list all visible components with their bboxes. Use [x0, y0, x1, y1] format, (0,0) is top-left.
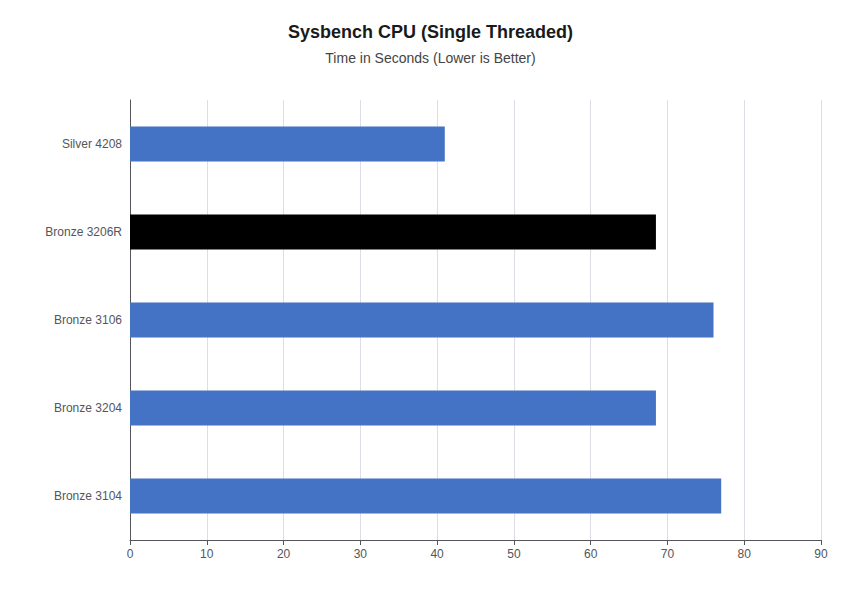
svg-text:80: 80 — [738, 547, 752, 561]
svg-text:0: 0 — [127, 547, 134, 561]
svg-text:90: 90 — [814, 547, 828, 561]
svg-text:40: 40 — [430, 547, 444, 561]
svg-text:70: 70 — [661, 547, 675, 561]
svg-text:Bronze 3104: Bronze 3104 — [54, 489, 122, 503]
svg-text:30: 30 — [354, 547, 368, 561]
svg-text:Bronze 3206R: Bronze 3206R — [45, 225, 122, 239]
svg-text:Bronze 3106: Bronze 3106 — [54, 313, 122, 327]
svg-text:50: 50 — [507, 547, 521, 561]
svg-text:Bronze 3204: Bronze 3204 — [54, 401, 122, 415]
svg-text:Time in Seconds (Lower is Bett: Time in Seconds (Lower is Better) — [325, 50, 535, 66]
svg-text:Sysbench CPU (Single Threaded): Sysbench CPU (Single Threaded) — [288, 22, 573, 42]
svg-text:Silver 4208: Silver 4208 — [62, 137, 122, 151]
svg-text:10: 10 — [200, 547, 214, 561]
svg-text:20: 20 — [277, 547, 291, 561]
svg-text:60: 60 — [584, 547, 598, 561]
